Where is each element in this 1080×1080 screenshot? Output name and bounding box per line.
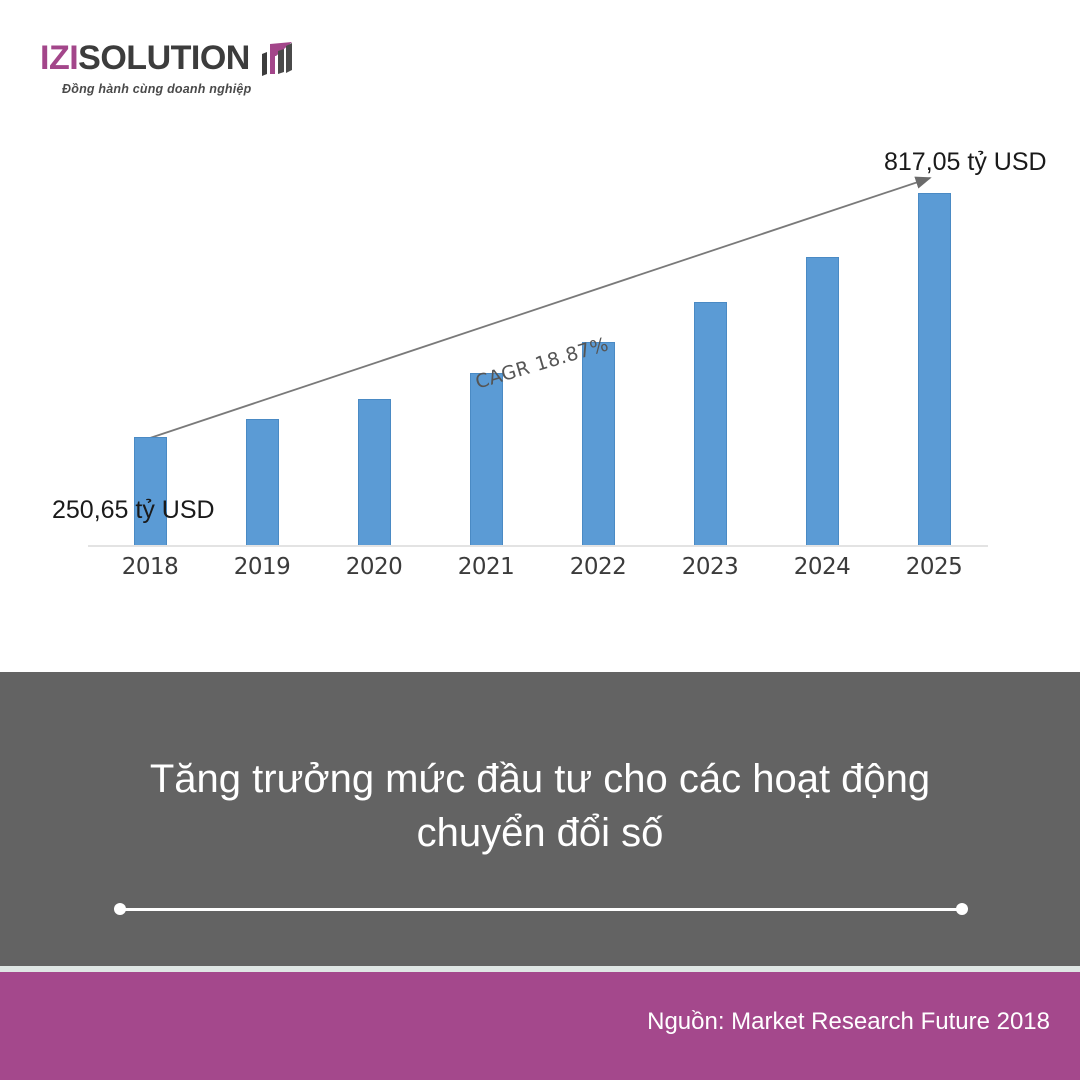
bar-2022 [582, 342, 615, 546]
source-band: Nguồn: Market Research Future 2018 [0, 972, 1080, 1080]
divider-dot-right-icon [956, 903, 968, 915]
bar-2018 [134, 437, 167, 546]
brand-logo: IZI SOLUTION Đồng hành cùng doanh nghiệp [40, 38, 340, 118]
start-value-label: 250,65 tỷ USD [52, 496, 215, 524]
trend-arrow-line [149, 176, 932, 439]
x-tick-2018: 2018 [121, 554, 179, 580]
logo-wordmark-dark: SOLUTION [78, 39, 250, 77]
x-tick-2022: 2022 [569, 554, 627, 580]
x-tick-2019: 2019 [233, 554, 291, 580]
logo-wordmark-accent: IZI [40, 39, 79, 77]
bar-chart-flag-icon [256, 40, 296, 80]
logo-tagline: Đồng hành cùng doanh nghiệp [62, 82, 252, 96]
band-separator [0, 966, 1080, 972]
divider-dot-left-icon [114, 903, 126, 915]
bar-2019 [246, 419, 279, 546]
x-tick-2024: 2024 [793, 554, 851, 580]
end-value-label: 817,05 tỷ USD [884, 148, 1047, 176]
chart-baseline-axis [88, 545, 988, 547]
x-tick-2020: 2020 [345, 554, 403, 580]
x-tick-2023: 2023 [681, 554, 739, 580]
growth-bar-chart: 2018 2019 2020 2021 2022 2023 2024 2025 … [0, 120, 1080, 620]
source-credit: Nguồn: Market Research Future 2018 [647, 1008, 1050, 1035]
x-tick-2021: 2021 [457, 554, 515, 580]
decorative-divider-line [118, 908, 966, 911]
bar-2020 [358, 399, 391, 546]
bars-layer: 2018 2019 2020 2021 2022 2023 2024 2025 … [0, 120, 1080, 620]
caption-band: Tăng trưởng mức đầu tư cho các hoạt động… [0, 672, 1080, 970]
page-title: Tăng trưởng mức đầu tư cho các hoạt động… [149, 757, 931, 855]
bar-2023 [694, 302, 727, 546]
bar-2024 [806, 257, 839, 546]
bar-2021 [470, 373, 503, 546]
x-tick-2025: 2025 [905, 554, 963, 580]
bar-2025 [918, 193, 951, 546]
logo-wordmark: IZI SOLUTION [40, 38, 340, 78]
